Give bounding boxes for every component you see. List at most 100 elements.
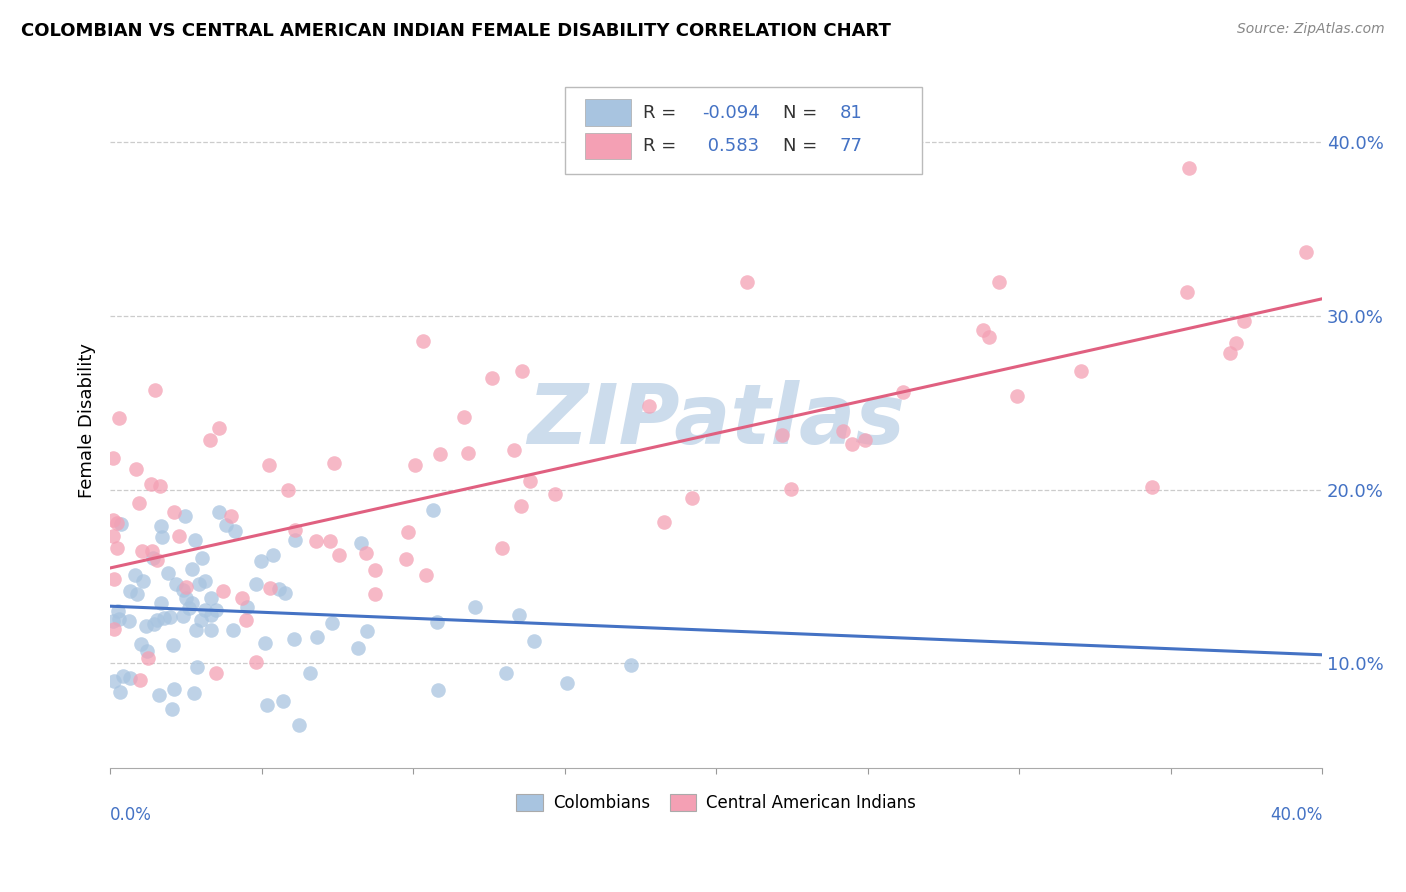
Point	[1178, 161, 1201, 175]
Point	[231, 591, 253, 606]
Point	[737, 275, 759, 289]
Point	[103, 615, 125, 629]
Point	[235, 613, 257, 627]
Point	[174, 580, 197, 594]
Text: Source: ZipAtlas.com: Source: ZipAtlas.com	[1237, 22, 1385, 37]
Point	[149, 518, 172, 533]
Point	[221, 623, 243, 637]
Point	[184, 533, 207, 547]
Point	[186, 660, 208, 674]
Point	[152, 610, 174, 624]
Point	[198, 434, 221, 448]
Text: 40.0%: 40.0%	[1270, 805, 1322, 824]
FancyBboxPatch shape	[585, 99, 631, 126]
Point	[142, 551, 165, 566]
Point	[502, 443, 524, 458]
Point	[853, 434, 876, 448]
Point	[1295, 245, 1317, 260]
Point	[162, 702, 184, 716]
Point	[190, 613, 212, 627]
Point	[495, 666, 517, 681]
Point	[259, 581, 281, 595]
Point	[284, 533, 307, 548]
Point	[305, 534, 328, 549]
Point	[103, 673, 125, 688]
FancyBboxPatch shape	[585, 133, 631, 159]
Point	[841, 437, 863, 451]
Point	[426, 683, 449, 698]
Point	[159, 610, 181, 624]
Point	[274, 586, 297, 600]
Point	[150, 530, 173, 544]
Text: 81: 81	[839, 103, 862, 121]
Text: 0.583: 0.583	[702, 137, 759, 155]
Point	[181, 597, 204, 611]
Point	[208, 421, 231, 435]
Point	[305, 630, 328, 644]
Point	[169, 528, 191, 542]
Point	[124, 568, 146, 582]
Point	[404, 458, 426, 472]
Point	[544, 487, 567, 501]
Point	[194, 574, 217, 588]
Point	[127, 587, 149, 601]
Point	[177, 600, 200, 615]
Point	[103, 529, 125, 543]
Point	[120, 583, 142, 598]
Point	[356, 624, 378, 639]
Point	[215, 517, 238, 532]
Point	[207, 505, 229, 519]
Point	[350, 536, 373, 550]
Point	[156, 566, 179, 580]
Point	[519, 474, 541, 488]
Point	[1070, 363, 1092, 377]
Text: N =: N =	[783, 137, 823, 155]
Point	[429, 447, 451, 461]
Point	[191, 550, 214, 565]
Point	[163, 681, 186, 696]
Point	[118, 614, 141, 628]
Point	[108, 612, 131, 626]
Point	[129, 673, 152, 687]
Legend: Colombians, Central American Indians: Colombians, Central American Indians	[509, 787, 922, 819]
Point	[510, 499, 533, 513]
Point	[508, 608, 530, 623]
Point	[105, 541, 128, 555]
Point	[135, 644, 157, 658]
Point	[131, 544, 153, 558]
Point	[143, 617, 166, 632]
Point	[979, 330, 1001, 344]
Point	[110, 517, 132, 532]
Point	[236, 599, 259, 614]
FancyBboxPatch shape	[565, 87, 922, 174]
Point	[262, 548, 284, 562]
Point	[107, 411, 129, 425]
Point	[298, 665, 321, 680]
Point	[364, 563, 387, 577]
Point	[165, 577, 187, 591]
Point	[204, 603, 226, 617]
Point	[395, 551, 418, 566]
Text: R =: R =	[644, 137, 682, 155]
Point	[321, 616, 343, 631]
Point	[1142, 480, 1164, 494]
Point	[181, 561, 204, 575]
Point	[347, 641, 370, 656]
Text: ZIPatlas: ZIPatlas	[527, 380, 905, 461]
Point	[254, 636, 277, 650]
Point	[426, 615, 449, 629]
Point	[194, 603, 217, 617]
Point	[288, 718, 311, 732]
Point	[1225, 336, 1247, 351]
Point	[277, 483, 299, 497]
Point	[891, 385, 914, 400]
Point	[283, 632, 305, 646]
Point	[146, 552, 169, 566]
Point	[832, 424, 855, 438]
Text: COLOMBIAN VS CENTRAL AMERICAN INDIAN FEMALE DISABILITY CORRELATION CHART: COLOMBIAN VS CENTRAL AMERICAN INDIAN FEM…	[21, 22, 891, 40]
Point	[415, 567, 437, 582]
Text: 0.0%: 0.0%	[110, 805, 152, 824]
Point	[172, 608, 194, 623]
Point	[267, 582, 290, 596]
Point	[103, 572, 125, 586]
